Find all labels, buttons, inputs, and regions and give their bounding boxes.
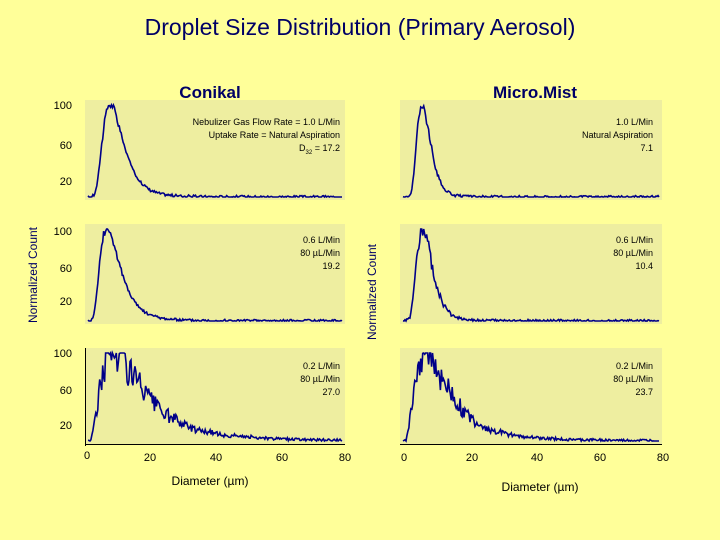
xtick-label: 80 xyxy=(338,452,352,464)
annotation-line: 0.6 L/Min xyxy=(302,235,340,245)
annotation-line: 80 µL/Min xyxy=(300,374,340,384)
ytick-label: 60 xyxy=(59,385,72,397)
x-axis-origin-line xyxy=(85,348,86,446)
xtick-label: 60 xyxy=(593,452,607,464)
ytick-label: 20 xyxy=(59,420,72,432)
annotation-line: Natural Aspiration xyxy=(581,130,653,140)
annotation-line: 80 µL/Min xyxy=(613,374,653,384)
distribution-curve xyxy=(402,103,660,199)
xtick-label: 0 xyxy=(83,450,91,462)
annotation-line: 27.0 xyxy=(322,387,340,397)
page-title: Droplet Size Distribution (Primary Aeros… xyxy=(144,14,576,40)
annotation-line: 1.0 L/Min xyxy=(615,117,653,127)
conikal-title: Conikal xyxy=(179,83,241,102)
xtick-label: 20 xyxy=(143,452,157,464)
ytick-label: 60 xyxy=(59,140,72,152)
ytick-label: 20 xyxy=(59,296,72,308)
panel-annotation: Nebulizer Gas Flow Rate = 1.0 L/Min Upta… xyxy=(100,116,340,160)
conikal-panel-2 xyxy=(85,224,345,324)
distribution-curve xyxy=(402,352,659,443)
micromist-panel-1 xyxy=(400,100,662,200)
micromist-panel-2 xyxy=(400,224,662,324)
conikal-panel-3 xyxy=(85,348,345,444)
ytick-label: 100 xyxy=(53,226,72,238)
ytick-label: 100 xyxy=(53,100,72,112)
panel-annotation: 1.0 L/Min Natural Aspiration 7.1 xyxy=(413,116,653,155)
d32-symbol: D xyxy=(299,143,306,153)
xtick-label: 40 xyxy=(530,452,544,464)
xtick-label: 80 xyxy=(656,452,670,464)
annotation-line: 23.7 xyxy=(635,387,653,397)
distribution-curve xyxy=(87,228,343,323)
x-axis-line xyxy=(400,444,662,445)
annotation-line: Uptake Rate = Natural Aspiration xyxy=(208,130,340,140)
panel-annotation: 0.6 L/Min 80 µL/Min 10.4 xyxy=(413,234,653,273)
d32-subscript: 32 xyxy=(305,149,313,156)
distribution-curve xyxy=(402,228,660,323)
annotation-line: 0.6 L/Min xyxy=(615,235,653,245)
xtick-label: 0 xyxy=(400,452,408,464)
right-x-axis-label: Diameter (µm) xyxy=(501,480,579,494)
d32-value: = 17.2 xyxy=(312,143,340,153)
annotation-line: 10.4 xyxy=(635,261,653,271)
panel-annotation: 0.6 L/Min 80 µL/Min 19.2 xyxy=(100,234,340,273)
micromist-panel-3 xyxy=(400,348,662,444)
annotation-line: 0.2 L/Min xyxy=(302,361,340,371)
xtick-label: 60 xyxy=(275,452,289,464)
panel-annotation: 0.2 L/Min 80 µL/Min 23.7 xyxy=(413,360,653,399)
annotation-line: D32 = 17.2 xyxy=(100,142,340,160)
annotation-line: 19.2 xyxy=(322,261,340,271)
annotation-line: Nebulizer Gas Flow Rate = 1.0 L/Min xyxy=(192,117,340,127)
distribution-curve xyxy=(87,350,343,443)
annotation-line: 7.1 xyxy=(640,143,653,153)
panel-annotation: 0.2 L/Min 80 µL/Min 27.0 xyxy=(100,360,340,399)
ytick-label: 100 xyxy=(53,348,72,360)
ytick-label: 60 xyxy=(59,263,72,275)
right-y-axis-label: Normalized Count xyxy=(365,243,379,341)
distribution-curve xyxy=(87,102,342,199)
annotation-line: 80 µL/Min xyxy=(613,248,653,258)
xtick-label: 40 xyxy=(209,452,223,464)
ytick-label: 20 xyxy=(59,176,72,188)
left-x-axis-label: Diameter (µm) xyxy=(171,474,249,488)
micromist-title: Micro.Mist xyxy=(492,83,578,102)
left-y-axis-label: Normalized Count xyxy=(26,226,40,324)
xtick-label: 20 xyxy=(465,452,479,464)
x-axis-line xyxy=(85,444,345,445)
annotation-line: 80 µL/Min xyxy=(300,248,340,258)
annotation-line: 0.2 L/Min xyxy=(615,361,653,371)
conikal-panel-1 xyxy=(85,100,345,200)
